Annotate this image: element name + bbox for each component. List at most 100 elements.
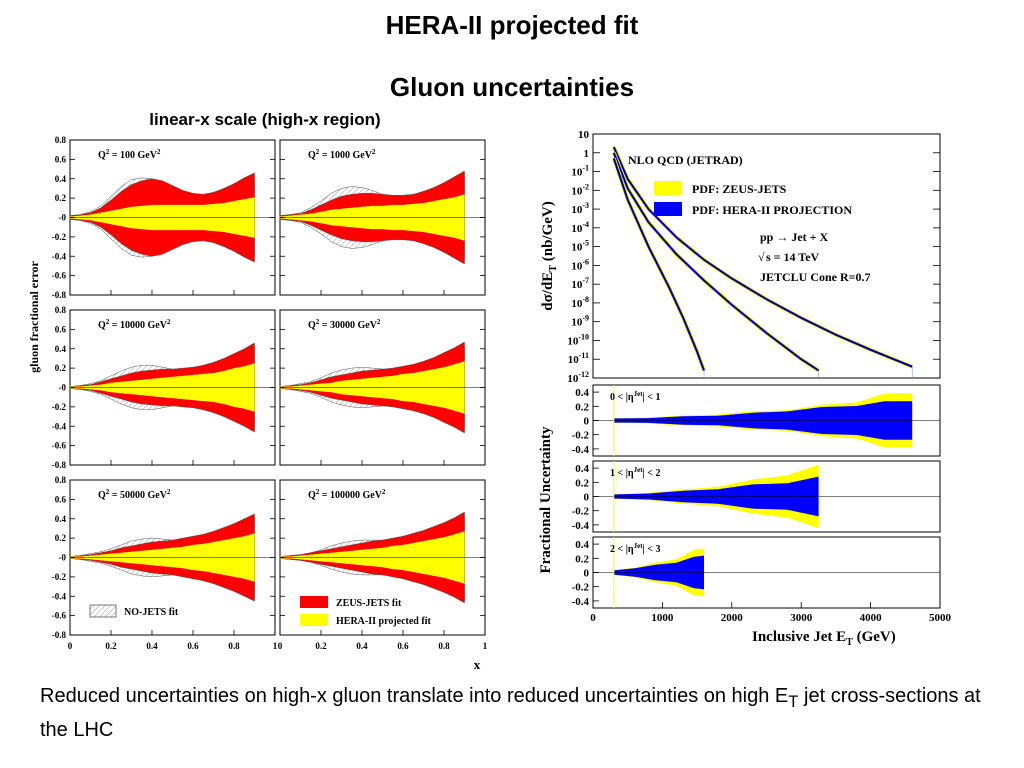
ratio-y-tick-label: 0.4 (575, 539, 589, 551)
x-tick-label: 0.6 (397, 641, 409, 651)
x-tick-label: 0 (278, 641, 283, 651)
ratio-y-tick-label: -0.4 (572, 520, 590, 532)
y-tick-label: -0.4 (52, 421, 67, 431)
legend-label-hera: PDF: HERA-II PROJECTION (692, 203, 852, 217)
y-tick-label: 10-10 (567, 332, 589, 347)
legend-label-zeus: PDF: ZEUS-JETS (692, 182, 787, 196)
y-tick-label: -0.6 (52, 611, 67, 621)
ratio-panel: 0.4 0.2 0 -0.2 -0.4 0 < |ηJet| < 1 (572, 384, 941, 457)
y-tick-label: 10-12 (567, 370, 589, 385)
q2-label: Q2 = 1000 GeV2 (308, 148, 376, 161)
ratio-y-tick-label: 0.2 (575, 477, 589, 489)
y-tick-label: -0 (59, 553, 67, 563)
ratio-y-tick-label: -0.2 (572, 506, 590, 518)
slide-title-line1: HERA-II projected fit (385, 10, 639, 40)
x-tick-label: 1 (273, 641, 278, 651)
y-tick-label: 0.2 (55, 193, 67, 203)
y-tick-label: 0.8 (55, 475, 67, 485)
eta-label: 0 < |ηJet| < 1 (610, 390, 660, 403)
y-tick-label: 0.6 (55, 324, 67, 334)
annotation-sqrt: √ (758, 250, 765, 264)
q2-label: Q2 = 100 GeV2 (98, 148, 161, 161)
q2-panel: Q2 = 100 GeV2 0.8 0.6 0.4 0.2 -0 -0.2 -0.4 -0.6 -… (52, 135, 276, 300)
y-tick-label: -0.6 (52, 441, 67, 451)
x-tick-label: 0.8 (438, 641, 450, 651)
xsec-curve-central (613, 146, 913, 367)
x-tick-label: 5000 (929, 612, 952, 624)
y-tick-label: -0.2 (52, 572, 67, 582)
ratio-y-tick-label: 0.2 (575, 553, 589, 565)
y-tick-label: -0.2 (52, 232, 67, 242)
y-tick-label: 0.2 (55, 533, 67, 543)
caption-subscript: T (788, 692, 799, 711)
x-tick-label: 0 (68, 641, 73, 651)
y-tick-label: 10-3 (571, 201, 589, 216)
legend-swatch-hera (654, 202, 682, 216)
y-tick-label: -0.4 (52, 251, 67, 261)
slide-title-line2: Gluon uncertainties (389, 72, 635, 102)
legend-label-nojets: NO-JETS fit (124, 607, 179, 618)
ratio-y-axis-label: Fractional Uncertainty (538, 426, 554, 574)
legend-swatch-hera (300, 614, 328, 626)
legend-label-zeus: ZEUS-JETS fit (336, 598, 402, 609)
q2-label: Q2 = 10000 GeV2 (98, 318, 171, 331)
x-tick-label: 0.4 (146, 641, 158, 651)
jet-cross-section-figure: 10 1 10-1 10-2 10-3 10-4 10-5 10-6 10-7 10-8 10-9 1… (538, 129, 952, 648)
ratio-y-tick-label: 0.4 (575, 463, 589, 475)
y-tick-label: 10-7 (571, 276, 589, 291)
caption-text: Reduced uncertainties on high-x gluon tr… (40, 685, 789, 707)
y-tick-label: 0.8 (55, 305, 67, 315)
q2-label: Q2 = 50000 GeV2 (98, 488, 171, 501)
y-tick-label: 0.4 (55, 344, 67, 354)
x-tick-label: 0 (590, 612, 596, 624)
main-plot-title: NLO QCD (JETRAD) (628, 153, 743, 167)
ratio-y-tick-label: 0 (584, 492, 590, 504)
x-tick-label: 3000 (790, 612, 813, 624)
x-tick-label: 0.2 (315, 641, 327, 651)
figure-title: linear-x scale (high-x region) (149, 110, 380, 129)
x-tick-label: 1 (483, 641, 488, 651)
x-tick-label: 0.2 (105, 641, 117, 651)
ratio-y-tick-label: -0.2 (572, 582, 590, 594)
ratio-y-tick-label: 0 (584, 416, 590, 428)
x-tick-label: 0.6 (187, 641, 199, 651)
y-tick-label: 10 (578, 129, 590, 141)
q2-label: Q2 = 100000 GeV2 (308, 488, 386, 501)
y-tick-label: -0 (59, 213, 67, 223)
q2-panel: Q2 = 10000 GeV2 0.8 0.6 0.4 0.2 -0 -0.2 -0.4 -0.… (52, 305, 276, 470)
y-tick-label: -0.8 (52, 460, 67, 470)
ratio-y-tick-label: 0.4 (575, 387, 589, 399)
ratio-y-tick-label: 0.2 (575, 401, 589, 413)
q2-panel: Q2 = 50000 GeV2 0.8 0.6 0.4 0.2 -0 -0.2 -0.4 -0.… (52, 475, 278, 651)
y-axis-label: dσ/dET (nb/GeV) (540, 201, 559, 310)
xsec-curve-central (613, 158, 705, 371)
eta-label: 2 < |ηJet| < 3 (610, 542, 660, 555)
y-tick-label: 10-11 (568, 351, 589, 366)
legend-label-hera: HERA-II projected fit (336, 616, 431, 627)
y-tick-label: -0.8 (52, 290, 67, 300)
y-tick-label: 0.4 (55, 514, 67, 524)
x-tick-label: 1000 (651, 612, 674, 624)
y-tick-label: 0.6 (55, 154, 67, 164)
x-tick-label: 2000 (721, 612, 744, 624)
annotation-algorithm: JETCLU Cone R=0.7 (760, 270, 871, 284)
ratio-panel: 0.4 0.2 0 -0.2 -0.4 1 < |ηJet| < 2 (572, 460, 941, 533)
x-axis-label: x (474, 657, 481, 672)
y-tick-label: -0.2 (52, 402, 67, 412)
x-tick-label: 0.8 (228, 641, 240, 651)
annotation-energy: s = 14 TeV (766, 250, 820, 264)
ratio-y-tick-label: 0 (584, 568, 590, 580)
x-axis-label: Inclusive Jet ET (GeV) (752, 629, 896, 648)
q2-label: Q2 = 30000 GeV2 (308, 318, 381, 331)
ratio-panel: 0.4 0.2 0 -0.2 -0.4 2 < |ηJet| < 3 (572, 536, 941, 609)
gluon-error-figure: linear-x scale (high-x region) gluon frac… (27, 110, 488, 672)
q2-panel: Q2 = 1000 GeV2 (279, 139, 486, 296)
y-tick-label: 10-6 (571, 257, 589, 272)
y-tick-label: 0.8 (55, 135, 67, 145)
slide-caption: Reduced uncertainties on high-x gluon tr… (40, 682, 1000, 744)
x-tick-label: 4000 (860, 612, 883, 624)
y-tick-label: 10-4 (571, 220, 589, 235)
x-tick-label: 0.4 (356, 641, 368, 651)
y-tick-label: 10-2 (571, 182, 589, 197)
legend-swatch-zeus (300, 596, 328, 608)
